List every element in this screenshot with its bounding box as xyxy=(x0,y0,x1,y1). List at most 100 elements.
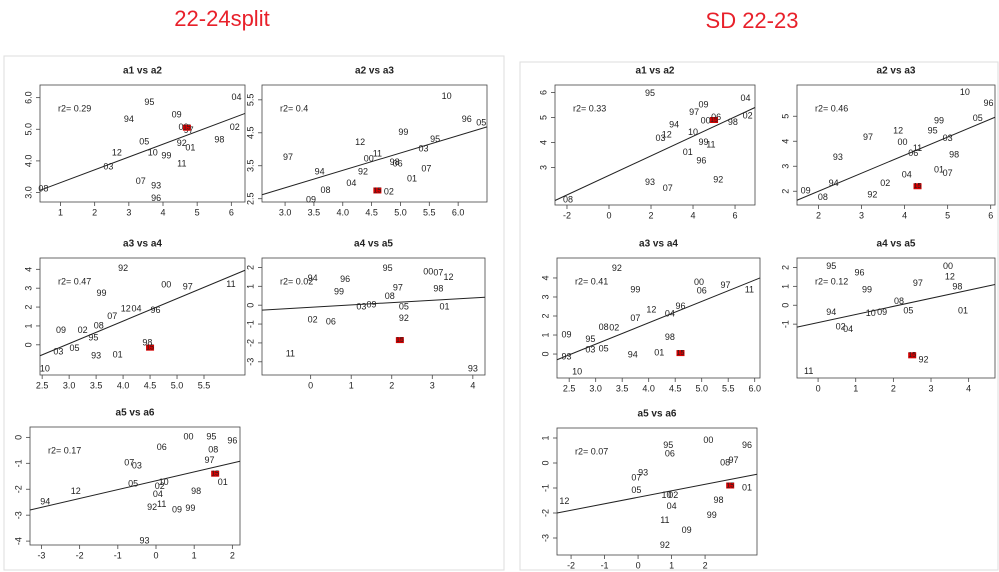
point-label: 12 xyxy=(121,303,131,313)
point-label: 97 xyxy=(913,278,923,288)
point-label: 95 xyxy=(383,263,393,273)
x-tick-label: 0 xyxy=(816,383,821,393)
point-label: 95 xyxy=(645,88,655,98)
plot-frame xyxy=(261,84,488,203)
y-tick-label: 1 xyxy=(780,284,790,289)
point-label: 93 xyxy=(645,177,655,187)
point-label: 05 xyxy=(70,343,80,353)
point-label: 94 xyxy=(124,114,134,124)
point-label: 92 xyxy=(918,354,928,364)
y-tick-label: 4.5 xyxy=(245,127,255,140)
point-label: 01 xyxy=(439,301,449,311)
annotation: r2= 0.17 xyxy=(48,445,81,455)
point-label: 07 xyxy=(663,183,673,193)
plot-frame xyxy=(39,84,246,203)
annotation: r2= 0.12 xyxy=(815,276,848,286)
y-tick-label: -4 xyxy=(13,537,23,545)
point-label: 02 xyxy=(668,490,678,500)
y-tick-label: 3 xyxy=(540,294,550,299)
plot-frame xyxy=(796,84,996,206)
highlight-marker xyxy=(395,337,404,344)
point-label: 05 xyxy=(973,113,983,123)
y-tick-label: -1 xyxy=(780,320,790,328)
point-label: 06 xyxy=(393,158,403,168)
point-label: 99 xyxy=(699,137,709,147)
point-label: 98 xyxy=(191,486,201,496)
y-tick-label: 0 xyxy=(13,435,23,440)
y-tick-label: 6 xyxy=(538,90,548,95)
point-label: 99 xyxy=(862,285,872,295)
y-tick-label: 6.0 xyxy=(23,91,33,104)
y-tick-label: 4 xyxy=(23,267,33,272)
x-tick-label: 4.5 xyxy=(365,207,378,217)
x-tick-label: 5.5 xyxy=(198,380,211,390)
chart-title: a3 vs a4 xyxy=(123,239,162,250)
point-label: 11 xyxy=(157,499,166,509)
point-label: 92 xyxy=(399,313,409,323)
chart-title: a3 vs a4 xyxy=(639,239,678,250)
point-label: 08 xyxy=(894,296,904,306)
point-label: 94 xyxy=(315,167,325,177)
y-tick-label: 1 xyxy=(245,284,255,289)
point-label: 01 xyxy=(218,477,228,487)
fit-line xyxy=(39,269,246,357)
highlight-marker xyxy=(676,350,685,357)
point-label: 99 xyxy=(398,127,408,137)
x-tick-label: 2 xyxy=(816,210,821,220)
point-label: 96 xyxy=(151,193,161,203)
point-label: 99 xyxy=(185,503,195,513)
y-tick-label: 3 xyxy=(780,164,790,169)
y-tick-label: -2 xyxy=(245,339,255,347)
point-label: 06 xyxy=(908,148,918,158)
x-tick-label: 2 xyxy=(230,550,235,560)
y-tick-label: -1 xyxy=(540,484,550,492)
chart-title: a5 vs a6 xyxy=(638,409,677,420)
x-tick-label: -2 xyxy=(76,550,84,560)
point-label: 04 xyxy=(665,308,675,318)
point-label: 97 xyxy=(204,455,214,465)
point-label: 97 xyxy=(729,455,739,465)
point-label: 99 xyxy=(934,116,944,126)
point-label: 98 xyxy=(433,284,443,294)
heading: 22-24split xyxy=(174,6,269,31)
point-label: 11 xyxy=(913,143,922,153)
point-label: 93 xyxy=(562,351,572,361)
point-label: 02 xyxy=(384,186,394,196)
point-label: 98 xyxy=(949,149,959,159)
point-label: 05 xyxy=(399,301,409,311)
point-label: 01 xyxy=(742,482,752,492)
plot-frame xyxy=(556,427,758,556)
point-label: 03 xyxy=(103,162,113,172)
x-tick-label: 4 xyxy=(902,210,907,220)
plot-frame xyxy=(261,257,486,376)
point-label: 99 xyxy=(707,510,717,520)
y-tick-label: 5.0 xyxy=(23,123,33,136)
point-label: 03 xyxy=(655,133,665,143)
point-label: 08 xyxy=(599,322,609,332)
point-label: 92 xyxy=(147,502,157,512)
x-tick-label: 4 xyxy=(691,210,696,220)
highlight-label: 15 xyxy=(373,187,381,194)
x-tick-label: 1 xyxy=(349,380,354,390)
point-label: 96 xyxy=(742,440,752,450)
x-tick-label: 3 xyxy=(859,210,864,220)
point-label: 00 xyxy=(423,267,433,277)
x-tick-label: 2.5 xyxy=(563,383,576,393)
point-label: 94 xyxy=(829,178,839,188)
highlight-label: 15 xyxy=(211,471,219,478)
fit-line xyxy=(556,473,758,514)
highlight-marker xyxy=(182,124,191,131)
point-label: 04 xyxy=(843,324,853,334)
point-label: 09 xyxy=(682,525,692,535)
highlight-label: 15 xyxy=(396,337,404,344)
y-tick-label: 0 xyxy=(540,460,550,465)
y-tick-label: 4.0 xyxy=(23,155,33,168)
x-tick-label: 2 xyxy=(891,383,896,393)
x-tick-label: 6.0 xyxy=(452,207,465,217)
point-label: 11 xyxy=(226,279,235,289)
x-tick-label: 5 xyxy=(945,210,950,220)
x-tick-label: 4 xyxy=(470,380,475,390)
chart-title: a2 vs a3 xyxy=(877,66,916,77)
point-label: 01 xyxy=(958,305,968,315)
point-label: 00 xyxy=(701,116,711,126)
